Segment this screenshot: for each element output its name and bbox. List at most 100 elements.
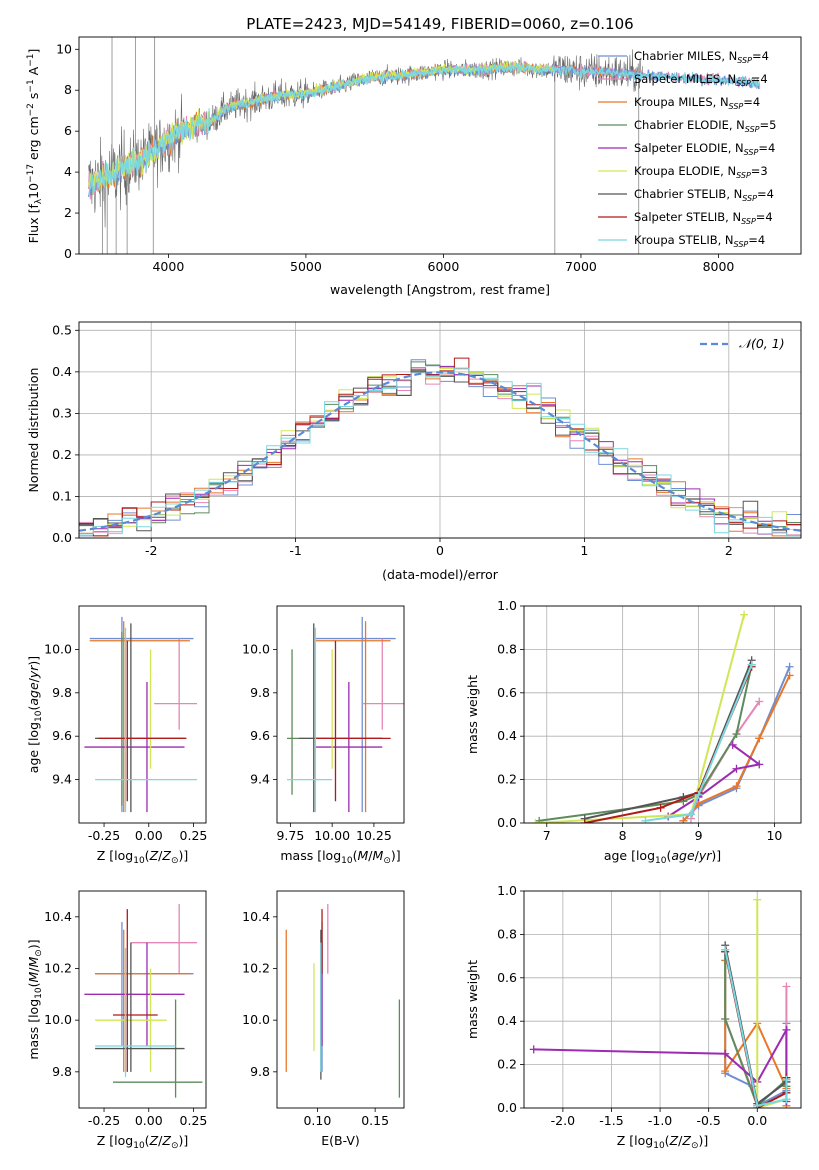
marker-salpeter-elodie (782, 1025, 791, 1034)
panel-weight_vs_age: 7 8 9 10 0.0 0.2 0.4 0.6 0.8 1.0 age [log10(age/yr… (465, 598, 802, 866)
x-axis-label: age [log10(age/yr)] (604, 848, 721, 866)
y-tick-label: 1.0 (497, 598, 517, 613)
figure-title: PLATE=2423, MJD=54149, FIBERID=0060, z=0… (246, 15, 633, 33)
x-axis-label: (data-model)/error (382, 567, 499, 582)
marker-salpeter-elodie (732, 764, 741, 773)
x-tick-label: 9.75 (276, 828, 304, 843)
x-tick-label: 10 (766, 828, 782, 843)
y-tick-label: 0.3 (52, 405, 72, 420)
marker-kroupa-miles (732, 782, 741, 791)
panel-age_vs_mass: 9.75 10.00 10.25 9.4 9.6 9.8 10.0 mass [log10(M… (242, 605, 405, 866)
y-tick-label: 8 (64, 82, 72, 97)
y-tick-label: 10.2 (242, 961, 270, 976)
x-tick-label: 4000 (152, 259, 184, 274)
x-axis-label: Z [log10(Z/Z⊙)] (617, 1133, 709, 1151)
marker-kroupa-stelib (747, 660, 756, 669)
marker-kroupa-miles (785, 671, 794, 680)
y-tick-label: 9.6 (250, 728, 270, 743)
y-tick-label: 0 (64, 246, 72, 261)
panel-residuals: -2 -1 0 1 2 0.0 0.1 0.2 0.3 0.4 0.5 (data-model)/er… (26, 321, 802, 582)
plot-area (529, 895, 791, 1108)
plot-area (531, 610, 794, 823)
y-axis-label: mass weight (465, 675, 480, 754)
x-tick-label: 0.10 (303, 1113, 331, 1128)
y-axis-label: mass [log10(M/M⊙)] (26, 939, 44, 1059)
y-tick-label: 0.2 (497, 1057, 517, 1072)
legend-label: Salpeter STELIB, NSSP=4 (634, 210, 773, 226)
axes-frame (78, 890, 207, 1109)
axes-frame (276, 890, 405, 1109)
x-tick-label: 8 (619, 828, 627, 843)
axes-frame (78, 321, 802, 539)
marker-salpeter-elodie (721, 1049, 730, 1058)
legend-label: Kroupa STELIB, NSSP=4 (634, 233, 765, 249)
marker-kroupa-stelib (753, 1101, 762, 1108)
x-tick-label: -2.0 (551, 1113, 575, 1128)
y-tick-label: 0.8 (497, 641, 517, 656)
y-tick-label: 10.4 (242, 909, 270, 924)
x-tick-label: 0.00 (135, 1113, 163, 1128)
y-tick-label: 10.2 (44, 961, 72, 976)
y-tick-label: 10.0 (44, 641, 72, 656)
x-tick-label: 10.00 (314, 828, 350, 843)
y-tick-label: 9.6 (52, 728, 72, 743)
y-tick-label: 0.2 (52, 447, 72, 462)
x-tick-label: -0.25 (88, 828, 120, 843)
x-axis-label: E(B-V) (321, 1133, 360, 1148)
marker-salpeter-stelib (656, 803, 665, 812)
plot-area (84, 903, 203, 1098)
x-tick-label: -2 (145, 543, 157, 558)
x-tick-label: -0.25 (88, 1113, 120, 1128)
x-tick-label: -1.0 (648, 1113, 672, 1128)
y-axis-label: age [log10(age/yr)] (26, 656, 44, 773)
y-tick-label: 0.0 (52, 530, 72, 545)
y-tick-label: 0.0 (497, 1100, 517, 1115)
x-tick-label: 0.0 (747, 1113, 767, 1128)
y-tick-label: 9.4 (52, 772, 72, 787)
marker-kroupa-miles (679, 816, 688, 823)
normal-reference-curve (79, 371, 801, 532)
marker-salpeter-stelib (580, 819, 589, 823)
marker-kroupa-elodie (740, 610, 749, 619)
y-tick-label: 0.4 (497, 1013, 517, 1028)
legend-label: 𝒩(0, 1) (739, 336, 785, 351)
marker-kroupa-miles (721, 1067, 730, 1076)
marker-kroupa-elodie (531, 819, 540, 823)
x-tick-label: 2 (725, 543, 733, 558)
axes-frame (523, 605, 802, 824)
panel-mass_vs_Z: -0.25 0.00 0.25 9.8 10.0 10.2 10.4 Z [log10(Z/Z… (26, 890, 207, 1151)
marker-chabrier-elodie (535, 816, 544, 823)
x-axis-label: mass [log10(M/M⊙)] (280, 848, 400, 866)
y-tick-label: 10 (56, 41, 72, 56)
y-tick-label: 4 (64, 164, 72, 179)
marker-salpeter-miles (755, 697, 764, 706)
x-axis-label: wavelength [Angstrom, rest frame] (330, 282, 550, 297)
x-tick-label: 10.25 (356, 828, 392, 843)
series-line-kroupa-stelib (645, 664, 753, 822)
axes-frame (78, 605, 207, 824)
x-tick-label: 5000 (290, 259, 322, 274)
x-tick-label: 1 (580, 543, 588, 558)
marker-salpeter-elodie (529, 1045, 538, 1054)
panel-age_vs_Z: -0.25 0.00 0.25 9.4 9.6 9.8 10.0 Z [log10(Z/Z⊙)… (26, 605, 207, 866)
marker-chabrier-elodie (732, 730, 741, 739)
y-tick-label: 10.4 (44, 909, 72, 924)
plot-area (285, 903, 401, 1098)
y-tick-label: 0.6 (497, 970, 517, 985)
x-tick-label: -0.5 (696, 1113, 720, 1128)
legend-label: Salpeter ELODIE, NSSP=4 (634, 141, 775, 157)
y-tick-label: 9.8 (52, 1064, 72, 1079)
panel-mass_vs_EBV: 0.10 0.15 9.8 10.0 10.2 10.4 E(B-V) (242, 890, 405, 1148)
y-tick-label: 0.6 (497, 685, 517, 700)
plot-area (88, 37, 761, 254)
marker-kroupa-stelib (721, 945, 730, 954)
legend-label: Chabrier ELODIE, NSSP=5 (634, 118, 776, 134)
y-tick-label: 6 (64, 123, 72, 138)
legend-label: Chabrier MILES, NSSP=4 (634, 49, 769, 65)
axes-frame (276, 605, 405, 824)
x-tick-label: 0 (436, 543, 444, 558)
x-tick-label: 6000 (428, 259, 460, 274)
